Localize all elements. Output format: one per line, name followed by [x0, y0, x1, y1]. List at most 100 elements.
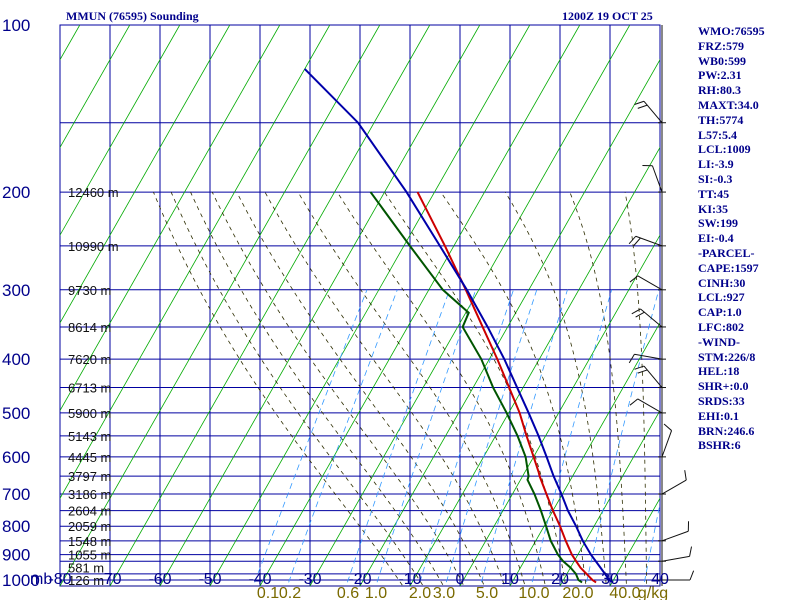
- index-line: LFC:802: [698, 319, 744, 334]
- index-line: FRZ:579: [698, 38, 744, 53]
- moist-adiabat: [440, 191, 587, 586]
- index-line: HEL:18: [698, 364, 740, 379]
- wind-barb-flag: [684, 470, 687, 481]
- pressure-label: 700: [2, 485, 30, 504]
- mixing-ratio-label: 40.0: [609, 585, 640, 600]
- mixing-ratio-line: [643, 502, 660, 586]
- index-line: WB0:599: [698, 53, 746, 68]
- temperature-tick-label: -20: [348, 571, 371, 588]
- parcel-trace: [304, 68, 614, 584]
- index-line: LI:-3.9: [698, 157, 734, 172]
- index-line: TT:45: [698, 186, 730, 201]
- index-line: SW:199: [698, 216, 739, 231]
- temperature-trace: [416, 191, 597, 584]
- isotherm-line: [60, 25, 181, 236]
- index-line: CINH:30: [698, 275, 746, 290]
- wind-barb-flag: [628, 354, 635, 364]
- pressure-label: 900: [2, 546, 30, 565]
- wind-barb: [640, 308, 663, 328]
- height-label: 10990 m: [68, 239, 119, 254]
- mixing-ratio-label: 20.0: [562, 585, 593, 600]
- height-label: 12460 m: [68, 185, 119, 200]
- pressure-label: 400: [2, 350, 30, 369]
- wind-barb-flag: [634, 365, 645, 370]
- mixing-ratio-label: 10.0: [518, 585, 549, 600]
- wind-barbs: [628, 25, 695, 586]
- index-line: RH:80.3: [698, 83, 741, 98]
- index-line: KI:35: [698, 201, 728, 216]
- pressure-label: 1000: [2, 571, 40, 590]
- wind-barb: [634, 353, 663, 360]
- index-line: L57:5.4: [698, 127, 737, 142]
- wind-barb: [661, 430, 673, 458]
- mixing-ratio-line: [375, 289, 477, 586]
- moist-adiabat: [236, 191, 485, 586]
- station-title: MMUN (76595) Sounding: [66, 9, 199, 23]
- wind-barb: [643, 100, 663, 124]
- isotherm-line: [409, 146, 660, 586]
- wind-barb: [661, 555, 690, 562]
- height-label: 4445 m: [68, 450, 111, 465]
- pressure-label: 500: [2, 404, 30, 423]
- mixing-ratio-label: 2.0: [409, 585, 431, 600]
- wind-barb: [661, 530, 689, 542]
- wind-barb-flag: [629, 275, 639, 283]
- wind-barb-flag: [629, 398, 639, 406]
- index-line: SRDS:33: [698, 393, 745, 408]
- index-line: WMO:76595: [698, 24, 765, 38]
- sounding-time: 1200Z 19 OCT 25: [562, 9, 653, 23]
- mixing-ratio-line: [585, 289, 660, 586]
- isotherm-line: [60, 25, 231, 324]
- wind-barb-flag: [689, 570, 695, 581]
- indices-panel: WMO:76595 FRZ:579 WB0:599 PW:2.31 RH:80.3 MAX…: [698, 24, 800, 453]
- adiabats: [60, 25, 660, 586]
- height-label: 1548 m: [68, 534, 111, 549]
- moist-adiabat: [264, 191, 506, 586]
- moist-adiabat: [624, 192, 648, 586]
- mixing-ratio-label: 0.1: [257, 585, 279, 600]
- wind-barb-flag: [628, 235, 637, 245]
- index-line: -PARCEL-: [698, 245, 755, 260]
- height-label: 5900 m: [68, 406, 111, 421]
- pressure-label: 200: [2, 183, 30, 202]
- pressure-label: 100: [2, 16, 30, 35]
- mixing-ratio-line: [252, 289, 368, 586]
- isotherm-line: [159, 25, 481, 586]
- index-line: STM:226/8: [698, 349, 756, 364]
- height-label: 7620 m: [68, 352, 111, 367]
- wind-barb: [637, 398, 663, 414]
- pressure-unit-label: mb: [30, 571, 52, 588]
- wind-barb-flag: [635, 311, 645, 318]
- mixing-ratio-label: 0.2: [279, 585, 301, 600]
- mixing-ratio-label: 5.0: [476, 585, 498, 600]
- isotherm-line: [60, 25, 281, 412]
- temperature-tick-label: 0: [456, 571, 465, 588]
- wind-barb-flag: [634, 100, 645, 105]
- height-label: 5143 m: [68, 429, 111, 444]
- temperature-tick-label: -60: [148, 571, 171, 588]
- mixing-ratio-line: [444, 289, 538, 586]
- index-line: MAXT:34.0: [698, 97, 759, 112]
- mixing-ratio-label: 1.0: [365, 585, 387, 600]
- temperature-tick-label: -70: [98, 571, 121, 588]
- moist-adiabat: [190, 191, 444, 586]
- mixing-ratio-line: [479, 289, 568, 586]
- height-label: 126 m: [68, 573, 104, 588]
- wind-barb: [651, 165, 663, 193]
- temperature-tick-label: -10: [398, 571, 421, 588]
- isotherm-line: [60, 25, 131, 149]
- isotherm-line: [509, 322, 660, 586]
- isotherm-line: [60, 25, 331, 500]
- wind-barb-flag: [637, 369, 648, 374]
- dewpoint-trace: [369, 191, 583, 584]
- temperature-tick-label: 10: [501, 571, 519, 588]
- wind-barb-flag: [689, 546, 693, 557]
- height-label: 1055 m: [68, 548, 111, 563]
- wind-barb: [637, 275, 663, 291]
- wind-barb-flag: [663, 423, 672, 431]
- mixing-ratio-line: [345, 289, 450, 586]
- height-label: 6713 m: [68, 381, 111, 396]
- height-label: 3797 m: [68, 469, 111, 484]
- temperature-tick-label: -80: [48, 571, 71, 588]
